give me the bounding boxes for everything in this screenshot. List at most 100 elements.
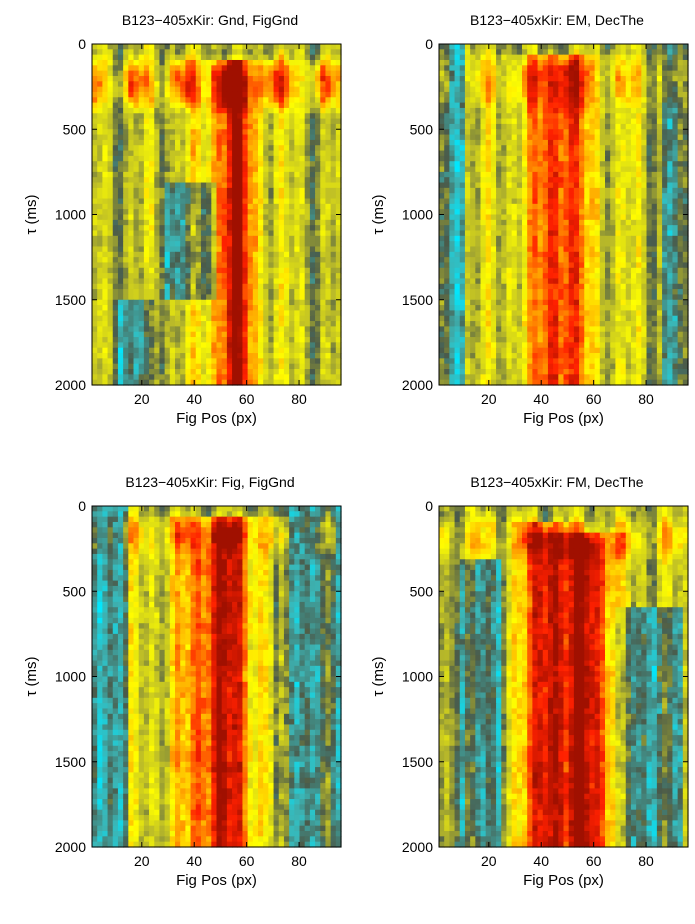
heatmap-cell <box>169 278 176 285</box>
heatmap-cell <box>175 251 181 258</box>
heatmap-cell <box>221 310 228 317</box>
heatmap-cell <box>268 337 275 343</box>
heatmap-cell <box>501 246 508 253</box>
heatmap-cell <box>185 118 192 125</box>
heatmap-cell <box>169 251 176 258</box>
heatmap-cell <box>102 182 109 189</box>
heatmap-cell <box>133 54 140 61</box>
heatmap-cell <box>159 353 166 359</box>
heatmap-cell <box>154 187 161 194</box>
heatmap-cell <box>532 91 539 98</box>
heatmap-cell <box>149 342 155 349</box>
heatmap-cell <box>439 70 445 77</box>
heatmap-cell <box>268 155 275 162</box>
heatmap-cell <box>263 219 269 226</box>
heatmap-cell <box>651 230 658 237</box>
heatmap-cell <box>237 310 244 317</box>
heatmap-cell <box>278 139 285 146</box>
heatmap-cell <box>636 171 642 178</box>
heatmap-cell <box>185 91 192 98</box>
heatmap-cell <box>646 171 653 178</box>
heatmap-cell <box>258 214 264 221</box>
heatmap-cell <box>646 209 653 216</box>
heatmap-cell <box>159 273 166 280</box>
y-tick-label-0: 0 <box>78 36 86 52</box>
heatmap-cell <box>232 161 238 168</box>
heatmap-cell <box>268 358 275 365</box>
heatmap-cell <box>584 44 591 50</box>
heatmap-cell <box>563 129 570 136</box>
heatmap-cell <box>335 251 342 258</box>
heatmap-cell <box>169 267 176 274</box>
heatmap-cell <box>490 230 497 237</box>
heatmap-cell <box>232 193 238 200</box>
heatmap-cell <box>92 91 98 98</box>
heatmap-cell <box>610 209 616 216</box>
heatmap-cell <box>485 86 492 93</box>
heatmap-cell <box>164 225 171 232</box>
heatmap-cell <box>216 294 223 301</box>
heatmap-cell <box>335 97 342 104</box>
heatmap-cell <box>195 331 202 338</box>
heatmap-cell <box>154 155 161 162</box>
heatmap-cell <box>677 123 684 130</box>
heatmap-cell <box>190 193 197 200</box>
heatmap-cell <box>594 166 601 173</box>
heatmap-cell <box>97 331 103 338</box>
heatmap-cell <box>475 241 482 248</box>
heatmap-cell <box>320 369 327 375</box>
heatmap-cell <box>651 75 658 82</box>
heatmap-cell <box>216 342 223 349</box>
heatmap-cell <box>190 219 197 226</box>
heatmap-cell <box>325 166 332 173</box>
heatmap-cell <box>278 44 285 50</box>
heatmap-cell <box>252 353 259 359</box>
heatmap-cell <box>107 166 114 173</box>
heatmap-cell <box>542 150 549 157</box>
heatmap-cell <box>589 214 596 221</box>
heatmap-cell <box>511 113 518 120</box>
heatmap-cell <box>185 198 192 205</box>
heatmap-cell <box>501 241 508 248</box>
heatmap-cell <box>221 150 228 157</box>
heatmap-cell <box>475 155 482 162</box>
heatmap-cell <box>672 134 679 141</box>
heatmap-cell <box>662 113 668 120</box>
heatmap-cell <box>107 235 114 242</box>
heatmap-cell <box>485 91 492 98</box>
heatmap-cell <box>579 171 585 178</box>
heatmap-cell <box>273 267 280 274</box>
heatmap-cell <box>563 198 570 205</box>
heatmap-cell <box>154 225 161 232</box>
heatmap-cell <box>133 246 140 253</box>
heatmap-cell <box>532 118 539 125</box>
heatmap-cell <box>589 171 596 178</box>
heatmap-cell <box>496 70 502 77</box>
heatmap-cell <box>164 113 171 120</box>
heatmap-cell <box>206 294 212 301</box>
heatmap-cell <box>92 299 98 306</box>
heatmap-cell <box>226 75 233 82</box>
heatmap-cell <box>299 193 306 200</box>
heatmap-cell <box>485 102 492 109</box>
heatmap-cell <box>190 347 197 354</box>
heatmap-cell <box>263 283 269 290</box>
heatmap-cell <box>206 235 212 242</box>
heatmap-cell <box>527 230 533 237</box>
heatmap-cell <box>335 230 342 237</box>
heatmap-cell <box>511 230 518 237</box>
x-tick-label-80: 80 <box>291 391 307 407</box>
heatmap-cell <box>180 241 186 248</box>
heatmap-cell <box>589 113 596 120</box>
heatmap-cell <box>641 241 648 248</box>
heatmap-cell <box>667 107 674 114</box>
heatmap-cell <box>143 150 150 157</box>
heatmap-cell <box>594 150 601 157</box>
heatmap-cell <box>625 198 632 205</box>
heatmap-cell <box>252 102 259 109</box>
heatmap-cell <box>677 113 684 120</box>
heatmap-cell <box>537 54 544 61</box>
heatmap-cell <box>682 134 689 141</box>
heatmap-cell <box>315 187 321 194</box>
heatmap-cell <box>221 193 228 200</box>
